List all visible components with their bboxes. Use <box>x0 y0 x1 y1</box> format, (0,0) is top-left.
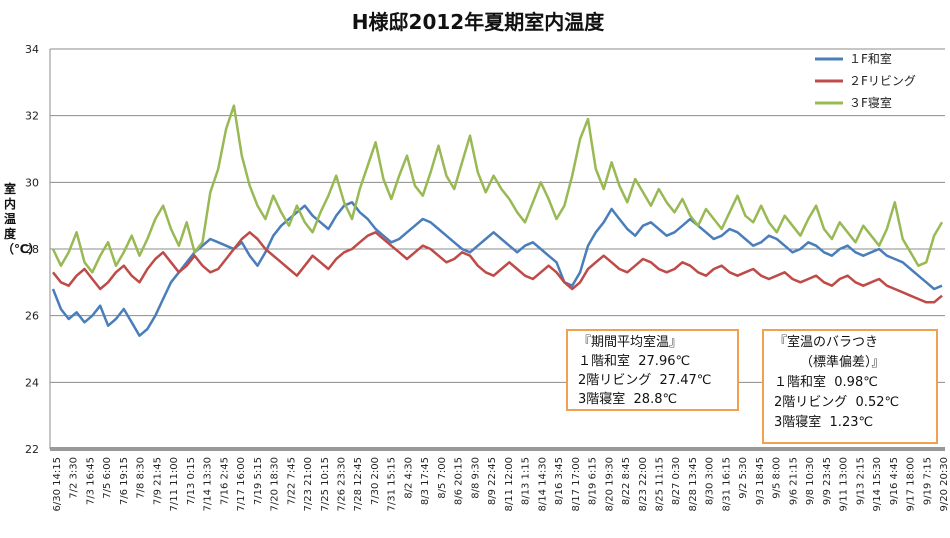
x-tick-label: 8/16 3:45 <box>554 457 565 505</box>
legend: １F和室 ２Fリビング ３F寝室 <box>815 51 916 110</box>
x-tick-label: 8/27 0:30 <box>671 457 682 505</box>
average-row-3f: 3階寝室 28.8℃ <box>578 392 678 407</box>
x-tick-label: 9/11 13:00 <box>839 457 850 511</box>
x-tick-label: 9/8 10:30 <box>805 457 816 505</box>
x-tick-label: 9/6 21:15 <box>788 457 799 505</box>
std-deviation-box: 『室温のバラつき （標準偏差）』 １階和室 0.98℃ 2階リビング 0.52℃… <box>762 329 938 444</box>
std-box-subtitle: （標準偏差）』 <box>800 355 885 370</box>
x-tick-label: 8/22 8:45 <box>621 457 632 505</box>
x-tick-label: 7/14 13:30 <box>203 457 214 511</box>
x-tick-label: 8/2 4:30 <box>403 457 414 499</box>
x-tick-label: 6/30 14:15 <box>52 457 63 511</box>
average-box-title: 『期間平均室温』 <box>578 335 683 350</box>
series-line-1 <box>51 201 943 337</box>
x-tick-label: 8/20 19:30 <box>604 457 615 511</box>
x-tick-label: 8/31 16:15 <box>721 457 732 511</box>
legend-label-1: １F和室 <box>849 51 892 66</box>
x-tick-label: 8/14 14:30 <box>537 457 548 511</box>
average-row-2f: 2階リビング 27.47℃ <box>578 373 712 388</box>
series-lines <box>51 104 944 337</box>
x-tick-label: 8/30 3:00 <box>705 457 716 505</box>
x-tick-label: 9/3 18:45 <box>755 457 766 505</box>
x-tick-label: 7/20 18:30 <box>270 457 281 511</box>
x-tick-label: 7/6 19:15 <box>119 457 130 505</box>
x-tick-label: 8/17 17:00 <box>571 457 582 511</box>
x-tick-label: 7/30 2:00 <box>370 457 381 505</box>
y-axis-label: 室内温度（℃） <box>2 182 41 256</box>
x-tick-label: 7/8 8:30 <box>136 457 147 499</box>
x-tick-label: 7/23 21:00 <box>303 457 314 511</box>
series-line-2 <box>52 231 943 304</box>
average-row-1f: １階和室 27.96℃ <box>578 354 691 369</box>
x-tick-label: 8/3 17:45 <box>420 457 431 505</box>
x-tick-label: 7/11 11:00 <box>169 457 180 511</box>
std-row-2f: 2階リビング 0.52℃ <box>774 395 900 410</box>
x-tick-label: 8/8 9:30 <box>470 457 481 499</box>
chart-title: H様邸2012年夏期室内温度 <box>352 10 605 34</box>
x-tick-label: 7/19 5:15 <box>253 457 264 505</box>
x-tick-label: 9/5 8:00 <box>772 457 783 499</box>
y-tick-label: 24 <box>25 376 39 389</box>
x-tick-label: 7/25 10:15 <box>320 457 331 511</box>
x-tick-label: 8/9 22:45 <box>487 457 498 505</box>
x-tick-label: 7/17 16:00 <box>236 457 247 511</box>
x-tick-label: 8/28 13:45 <box>688 457 699 511</box>
x-tick-label: 9/16 4:45 <box>889 457 900 505</box>
x-tick-label: 7/28 12:45 <box>353 457 364 511</box>
x-tick-label: 7/2 3:30 <box>69 457 80 499</box>
std-row-3f: 3階寝室 1.23℃ <box>774 415 874 430</box>
x-tick-label: 9/13 2:15 <box>855 457 866 505</box>
y-axis-ticks: 22 24 26 28 30 32 34 <box>25 43 39 456</box>
x-tick-label: 7/13 0:15 <box>186 457 197 505</box>
x-tick-label: 7/3 16:45 <box>85 457 96 505</box>
x-tick-label: 8/23 22:00 <box>638 457 649 511</box>
y-tick-label: 30 <box>25 176 39 189</box>
x-tick-label: 8/25 11:15 <box>654 457 665 511</box>
legend-label-3: ３F寝室 <box>849 95 892 110</box>
x-tick-label: 9/19 7:15 <box>922 457 933 505</box>
x-tick-label: 8/13 1:15 <box>521 457 532 505</box>
x-tick-label: 7/26 23:30 <box>337 457 348 511</box>
x-tick-label: 8/11 12:00 <box>504 457 515 511</box>
x-tick-label: 8/5 7:00 <box>437 457 448 499</box>
y-tick-label: 34 <box>25 43 39 56</box>
std-box-title: 『室温のバラつき <box>774 335 879 350</box>
x-tick-label: 7/5 6:00 <box>102 457 113 499</box>
std-row-1f: １階和室 0.98℃ <box>774 375 878 390</box>
x-tick-label: 7/16 2:45 <box>219 457 230 505</box>
y-tick-label: 32 <box>25 110 39 123</box>
average-temperature-box: 『期間平均室温』 １階和室 27.96℃ 2階リビング 27.47℃ 3階寝室 … <box>566 329 739 411</box>
x-tick-label: 7/31 15:15 <box>387 457 398 511</box>
y-tick-label: 26 <box>25 310 39 323</box>
x-tick-label: 9/20 20:30 <box>939 457 950 511</box>
x-tick-label: 8/6 20:15 <box>454 457 465 505</box>
legend-label-2: ２Fリビング <box>849 74 916 88</box>
x-tick-label: 7/9 21:45 <box>152 457 163 505</box>
y-tick-label: 22 <box>25 443 39 456</box>
y-tick-label: 28 <box>25 243 39 256</box>
x-axis-ticks: 6/30 14:15 7/2 3:30 7/3 16:45 7/5 6:00 7/6 1… <box>52 457 950 511</box>
x-tick-label: 9/9 23:45 <box>822 457 833 505</box>
x-tick-label: 8/19 6:15 <box>588 457 599 505</box>
series-line-3 <box>51 104 944 274</box>
x-tick-label: 9/14 15:30 <box>872 457 883 511</box>
x-tick-label: 9/2 5:30 <box>738 457 749 499</box>
x-tick-label: 7/22 7:45 <box>286 457 297 505</box>
x-tick-label: 9/17 18:00 <box>906 457 917 511</box>
